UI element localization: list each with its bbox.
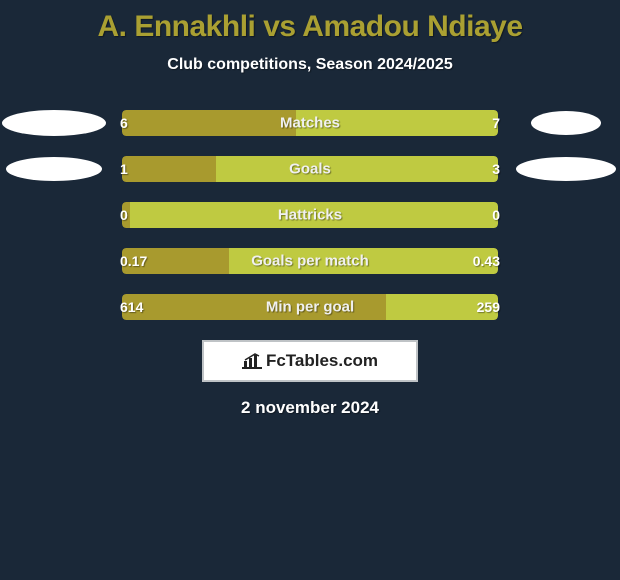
value-left: 614 [120, 299, 143, 315]
page-subtitle: Club competitions, Season 2024/2025 [0, 56, 620, 74]
bar-label: Min per goal [266, 299, 354, 316]
bar-right-segment [216, 156, 498, 182]
bar-wrap: 1 3 Goals [108, 156, 512, 182]
value-left: 1 [120, 161, 128, 177]
bar-wrap: 614 259 Min per goal [108, 294, 512, 320]
logo-box[interactable]: FcTables.com [202, 340, 418, 382]
bar-left-segment [122, 110, 296, 136]
logo-text: FcTables.com [242, 351, 378, 371]
stat-row: 614 259 Min per goal [0, 294, 620, 320]
stat-row: 0 0 Hattricks [0, 202, 620, 228]
stat-row: 6 7 Matches [0, 110, 620, 136]
value-left: 0 [120, 207, 128, 223]
bar-label: Goals per match [251, 253, 369, 270]
ellipse-icon [6, 157, 102, 181]
right-shape-slot [512, 157, 620, 181]
barchart-icon [242, 353, 262, 369]
ellipse-icon [516, 157, 616, 181]
bar-label: Goals [289, 161, 331, 178]
bar-wrap: 0 0 Hattricks [108, 202, 512, 228]
logo-label: FcTables.com [266, 351, 378, 371]
bar-left-segment [122, 156, 216, 182]
bar-wrap: 6 7 Matches [108, 110, 512, 136]
stat-row: 0.17 0.43 Goals per match [0, 248, 620, 274]
ellipse-icon [2, 110, 106, 136]
value-left: 0.17 [120, 253, 147, 269]
bar-wrap: 0.17 0.43 Goals per match [108, 248, 512, 274]
right-shape-slot [512, 111, 620, 135]
value-right: 7 [492, 115, 500, 131]
value-right: 3 [492, 161, 500, 177]
page-title: A. Ennakhli vs Amadou Ndiaye [0, 10, 620, 44]
stat-row: 1 3 Goals [0, 156, 620, 182]
ellipse-icon [531, 111, 601, 135]
left-shape-slot [0, 157, 108, 181]
bar-label: Matches [280, 115, 340, 132]
value-right: 0.43 [473, 253, 500, 269]
left-shape-slot [0, 110, 108, 136]
value-left: 6 [120, 115, 128, 131]
bar-label: Hattricks [278, 207, 342, 224]
date-text: 2 november 2024 [0, 398, 620, 418]
value-right: 259 [477, 299, 500, 315]
value-right: 0 [492, 207, 500, 223]
